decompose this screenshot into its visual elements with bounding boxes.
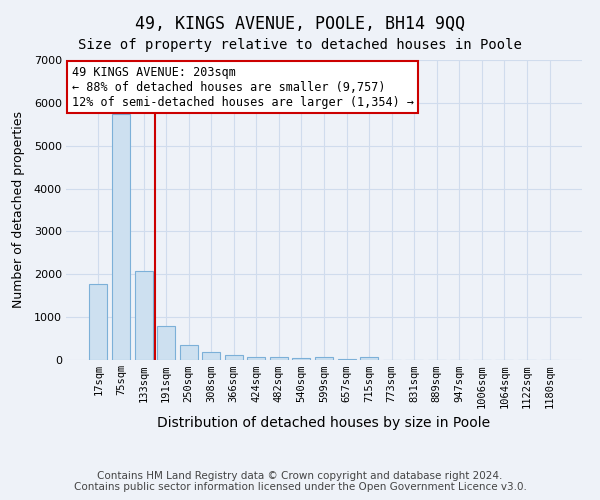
Bar (270, 357, 288, 360)
Bar (112, 114, 130, 360)
Bar (247, 356, 265, 360)
Bar (89, 284, 107, 360)
Text: Size of property relative to detached houses in Poole: Size of property relative to detached ho… (78, 38, 522, 52)
Bar (338, 358, 356, 360)
Bar (315, 358, 333, 360)
Bar (134, 272, 152, 360)
Bar (179, 346, 198, 360)
Bar (157, 326, 175, 360)
Text: 49 KINGS AVENUE: 203sqm
← 88% of detached houses are smaller (9,757)
12% of semi: 49 KINGS AVENUE: 203sqm ← 88% of detache… (71, 66, 413, 108)
Bar (225, 356, 243, 360)
Bar (202, 352, 220, 360)
Text: Contains HM Land Registry data © Crown copyright and database right 2024.
Contai: Contains HM Land Registry data © Crown c… (74, 471, 526, 492)
Text: 49, KINGS AVENUE, POOLE, BH14 9QQ: 49, KINGS AVENUE, POOLE, BH14 9QQ (135, 15, 465, 33)
X-axis label: Distribution of detached houses by size in Poole: Distribution of detached houses by size … (157, 416, 491, 430)
Y-axis label: Number of detached properties: Number of detached properties (13, 112, 25, 308)
Bar (360, 356, 378, 360)
Bar (292, 358, 310, 360)
